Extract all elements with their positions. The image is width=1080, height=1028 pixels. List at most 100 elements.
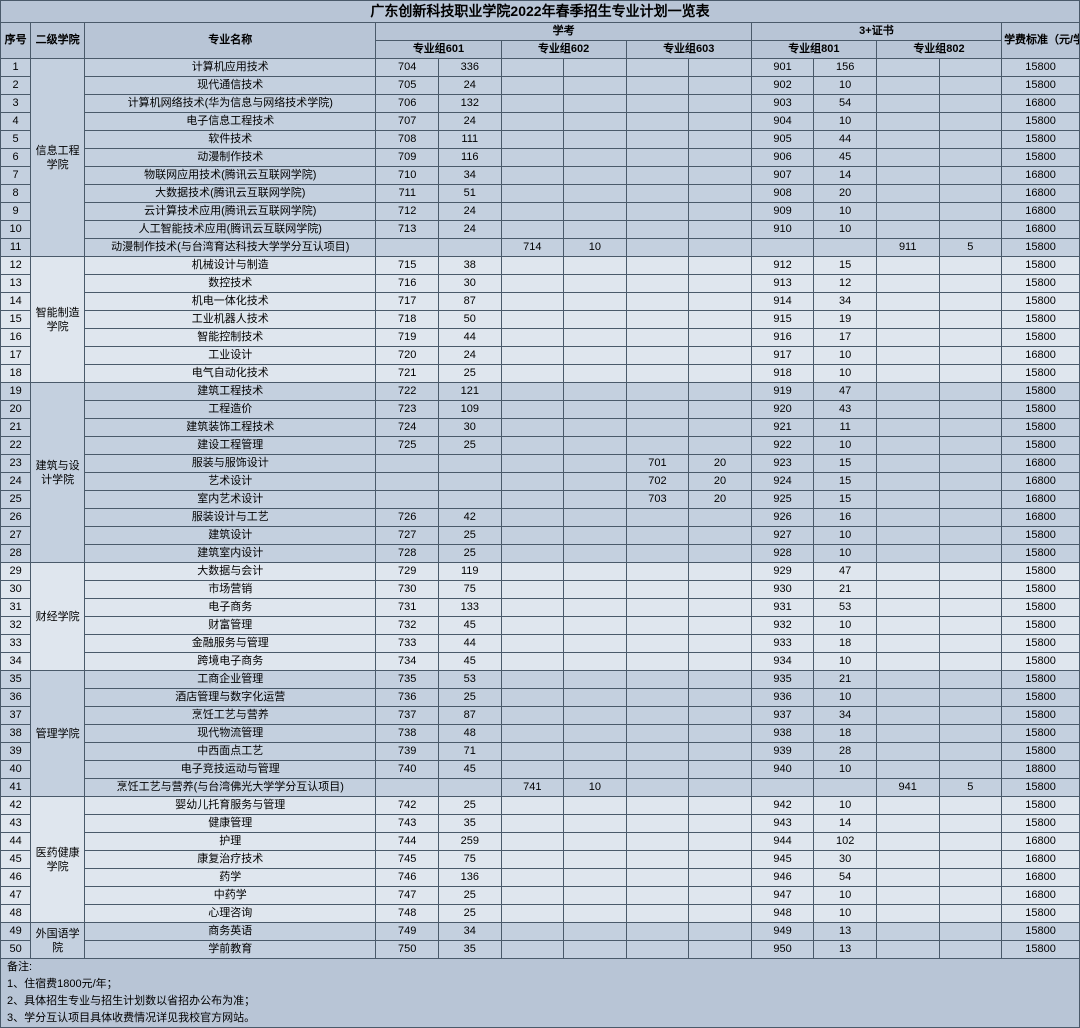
value-cell [564,113,627,131]
value-cell: 119 [439,563,502,581]
value-cell [689,833,752,851]
value-cell: 13 [814,941,877,959]
seq-cell: 28 [1,545,31,563]
table-row: 37烹饪工艺与营养737879373415800 [1,707,1080,725]
value-cell [626,671,689,689]
value-cell: 18 [814,635,877,653]
value-cell [876,671,939,689]
value-cell [564,401,627,419]
value-cell: 930 [751,581,814,599]
table-row: 49外国语学院商务英语749349491315800 [1,923,1080,941]
fee-cell: 15800 [1002,311,1080,329]
value-cell [376,779,439,797]
value-cell [689,779,752,797]
seq-cell: 34 [1,653,31,671]
value-cell: 10 [814,527,877,545]
fee-cell: 16800 [1002,473,1080,491]
hdr-g602: 专业组602 [501,41,626,59]
table-row: 31电子商务7311339315315800 [1,599,1080,617]
value-cell [439,473,502,491]
value-cell [939,347,1002,365]
hdr-fee: 学费标准（元/学年） [1002,23,1080,59]
major-cell: 计算机应用技术 [85,59,376,77]
value-cell [626,905,689,923]
value-cell: 15 [814,473,877,491]
major-cell: 工业设计 [85,347,376,365]
seq-cell: 16 [1,329,31,347]
value-cell [626,131,689,149]
value-cell [876,329,939,347]
value-cell [689,59,752,77]
value-cell [626,365,689,383]
table-row: 9云计算技术应用(腾讯云互联网学院)712249091016800 [1,203,1080,221]
value-cell: 722 [376,383,439,401]
hdr-g601: 专业组601 [376,41,501,59]
value-cell [626,761,689,779]
value-cell: 136 [439,869,502,887]
seq-cell: 38 [1,725,31,743]
value-cell: 35 [439,941,502,959]
value-cell: 915 [751,311,814,329]
fee-cell: 16800 [1002,509,1080,527]
value-cell [939,599,1002,617]
hdr-g603: 专业组603 [626,41,751,59]
value-cell [876,581,939,599]
value-cell: 702 [626,473,689,491]
fee-cell: 15800 [1002,275,1080,293]
major-cell: 计算机网络技术(华为信息与网络技术学院) [85,95,376,113]
value-cell: 51 [439,185,502,203]
value-cell [564,437,627,455]
value-cell [564,257,627,275]
value-cell [564,671,627,689]
value-cell [939,833,1002,851]
value-cell [564,707,627,725]
value-cell [876,617,939,635]
value-cell: 42 [439,509,502,527]
table-row: 5软件技术7081119054415800 [1,131,1080,149]
value-cell [689,185,752,203]
value-cell: 25 [439,437,502,455]
value-cell [564,527,627,545]
table-row: 4电子信息工程技术707249041015800 [1,113,1080,131]
value-cell: 20 [814,185,877,203]
value-cell [626,833,689,851]
seq-cell: 11 [1,239,31,257]
value-cell [626,239,689,257]
table-row: 3计算机网络技术(华为信息与网络技术学院)7061329035416800 [1,95,1080,113]
value-cell [876,383,939,401]
value-cell: 35 [439,815,502,833]
value-cell: 10 [814,365,877,383]
seq-cell: 39 [1,743,31,761]
value-cell: 25 [439,689,502,707]
value-cell: 717 [376,293,439,311]
value-cell [689,689,752,707]
value-cell: 941 [876,779,939,797]
note-line: 2、具体招生专业与招生计划数以省招办公布为准； [1,993,1080,1010]
major-cell: 智能控制技术 [85,329,376,347]
value-cell [626,941,689,959]
fee-cell: 16800 [1002,221,1080,239]
value-cell [689,617,752,635]
value-cell [564,419,627,437]
value-cell [939,131,1002,149]
value-cell [564,473,627,491]
value-cell [626,527,689,545]
value-cell [876,311,939,329]
value-cell [939,617,1002,635]
value-cell: 25 [439,905,502,923]
value-cell [876,131,939,149]
value-cell [939,563,1002,581]
value-cell: 748 [376,905,439,923]
value-cell [689,851,752,869]
seq-cell: 41 [1,779,31,797]
seq-cell: 27 [1,527,31,545]
major-cell: 大数据与会计 [85,563,376,581]
value-cell [501,905,564,923]
fee-cell: 15800 [1002,59,1080,77]
table-row: 26服装设计与工艺726429261616800 [1,509,1080,527]
table-row: 39中西面点工艺739719392815800 [1,743,1080,761]
value-cell: 38 [439,257,502,275]
value-cell: 916 [751,329,814,347]
value-cell [564,491,627,509]
fee-cell: 15800 [1002,581,1080,599]
